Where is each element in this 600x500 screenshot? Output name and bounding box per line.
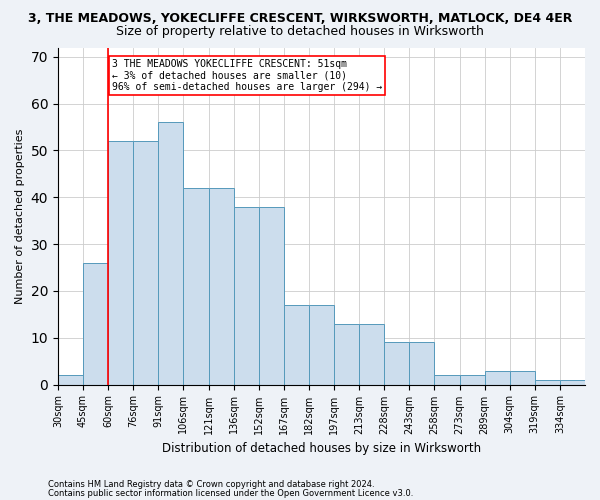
Bar	[359, 324, 384, 384]
Text: 3, THE MEADOWS, YOKECLIFFE CRESCENT, WIRKSWORTH, MATLOCK, DE4 4ER: 3, THE MEADOWS, YOKECLIFFE CRESCENT, WIR…	[28, 12, 572, 26]
Bar	[284, 305, 309, 384]
Bar	[158, 122, 184, 384]
Text: Contains public sector information licensed under the Open Government Licence v3: Contains public sector information licen…	[48, 489, 413, 498]
Text: Contains HM Land Registry data © Crown copyright and database right 2024.: Contains HM Land Registry data © Crown c…	[48, 480, 374, 489]
Bar	[460, 375, 485, 384]
Bar	[434, 375, 460, 384]
Bar	[259, 206, 284, 384]
Bar	[233, 206, 259, 384]
Bar	[384, 342, 409, 384]
Bar	[108, 141, 133, 384]
Bar	[209, 188, 233, 384]
Bar	[560, 380, 585, 384]
Text: 3 THE MEADOWS YOKECLIFFE CRESCENT: 51sqm
← 3% of detached houses are smaller (10: 3 THE MEADOWS YOKECLIFFE CRESCENT: 51sqm…	[112, 59, 382, 92]
Y-axis label: Number of detached properties: Number of detached properties	[15, 128, 25, 304]
Text: Size of property relative to detached houses in Wirksworth: Size of property relative to detached ho…	[116, 25, 484, 38]
Bar	[184, 188, 209, 384]
Bar	[58, 375, 83, 384]
Bar	[485, 370, 510, 384]
Bar	[83, 263, 108, 384]
X-axis label: Distribution of detached houses by size in Wirksworth: Distribution of detached houses by size …	[162, 442, 481, 455]
Bar	[409, 342, 434, 384]
Bar	[510, 370, 535, 384]
Bar	[133, 141, 158, 384]
Bar	[334, 324, 359, 384]
Bar	[535, 380, 560, 384]
Bar	[309, 305, 334, 384]
